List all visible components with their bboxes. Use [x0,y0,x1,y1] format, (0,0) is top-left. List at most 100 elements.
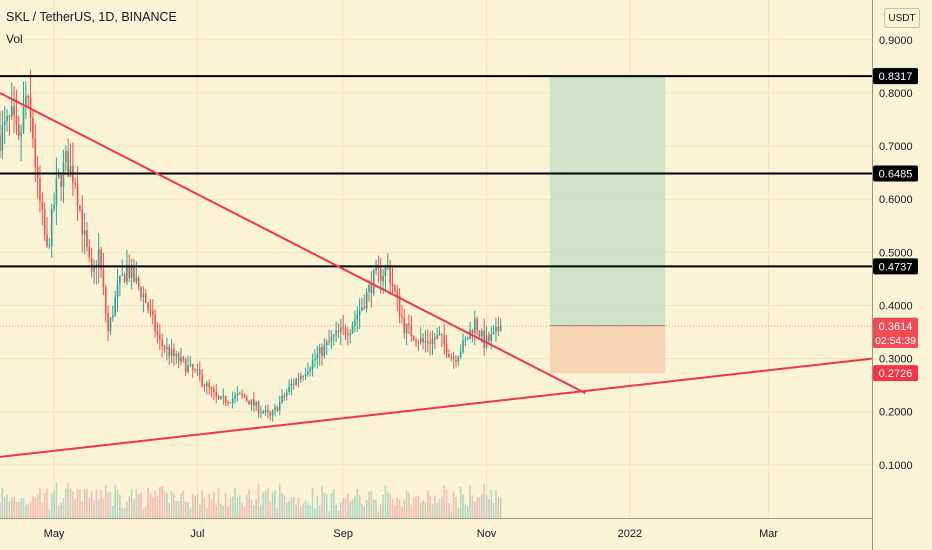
volume-bar [382,494,384,518]
candle-body [462,340,464,353]
candle-body [20,132,22,137]
candle-body [495,326,497,333]
volume-bar [278,484,281,518]
volume-bar [241,502,243,518]
currency-button[interactable]: USDT [884,8,920,28]
volume-bar [163,490,166,518]
candle-body [116,283,119,298]
volume-bar [499,497,502,518]
volume-bar [438,498,441,518]
candle-body [210,387,213,390]
volume-bar [424,502,427,518]
candle-body [271,410,274,416]
candle-body [483,330,486,348]
candle-body [76,184,79,206]
candle-body [285,392,288,397]
candle-body [32,117,34,139]
x-tick-label: Mar [759,528,778,540]
volume-bar [408,492,410,518]
volume-bar [149,492,152,518]
volume-bar [483,484,486,518]
volume-bar [67,483,69,518]
volume-bar [231,496,234,518]
candle-body [55,178,58,206]
volume-bar [262,492,265,518]
volume-bar [370,490,373,518]
volume-bar [455,497,457,518]
volume-bar [377,511,380,518]
volume-bar [488,499,490,518]
current-price-tag-bg [873,317,918,348]
candle-body [372,270,375,294]
candle-body [332,334,335,337]
volume-bar [269,501,272,518]
volume-bar [245,494,248,518]
volume-bar [111,505,114,518]
volume-bar [6,494,8,518]
volume-bar [57,505,60,518]
candle-body [238,393,241,395]
candle-body [471,330,474,334]
volume-bar [257,484,260,518]
volume-bar [217,487,220,518]
candle-body [109,317,112,332]
volume-bar [64,488,67,518]
candle-body [175,353,178,356]
candle-body [297,379,300,381]
candle-body [476,318,478,331]
volume-bar [401,506,403,518]
candle-body [269,412,272,416]
candle-body [253,399,255,406]
candle-body [177,353,180,362]
volume-bar [83,489,86,518]
candle-body [25,96,27,107]
candle-body [339,327,342,333]
candle-body [452,356,455,360]
volume-bar [379,504,382,518]
candle-body [403,317,406,334]
candle-body [431,338,434,345]
volume-bar [267,488,269,518]
candle-body [1,125,4,151]
volume-bar [55,482,58,518]
volume-indicator-label[interactable]: Vol [6,32,23,46]
volume-bar [220,503,222,518]
x-tick-label: May [44,528,65,540]
candle-body [93,265,95,272]
volume-bar [304,500,307,518]
volume-bar [208,493,211,518]
horizontal-levels[interactable] [0,75,872,268]
candle-body [497,326,500,332]
candle-body [189,363,192,366]
volume-bar [274,490,276,518]
volume-bar [309,505,312,518]
volume-bar [224,493,227,518]
volume-bar [196,494,199,518]
volume-bar [264,491,267,518]
trend-lines[interactable] [0,92,873,458]
volume-bar [462,494,464,518]
volume-bar [187,502,189,518]
candle-body [213,389,215,393]
x-tick-label: Nov [477,528,497,540]
y-tick-label: 0.6000 [879,194,913,206]
volume-bar [436,502,438,518]
candle-body [126,266,128,282]
candle-body [396,290,399,296]
volume-bar [210,499,213,518]
volume-bar [255,498,258,518]
volume-bar [206,508,208,518]
candle-body [142,293,145,298]
candle-body [100,249,102,270]
candle-body [288,386,290,393]
volume-bar [25,504,27,518]
volume-bar [135,489,138,518]
level-price-tag-bg [873,258,918,275]
candle-body [133,266,135,282]
position-tool[interactable] [0,75,872,374]
y-tick-label: 0.8000 [879,88,913,100]
candle-body [389,265,391,284]
candle-body [318,347,321,355]
volume-bar [27,504,30,518]
